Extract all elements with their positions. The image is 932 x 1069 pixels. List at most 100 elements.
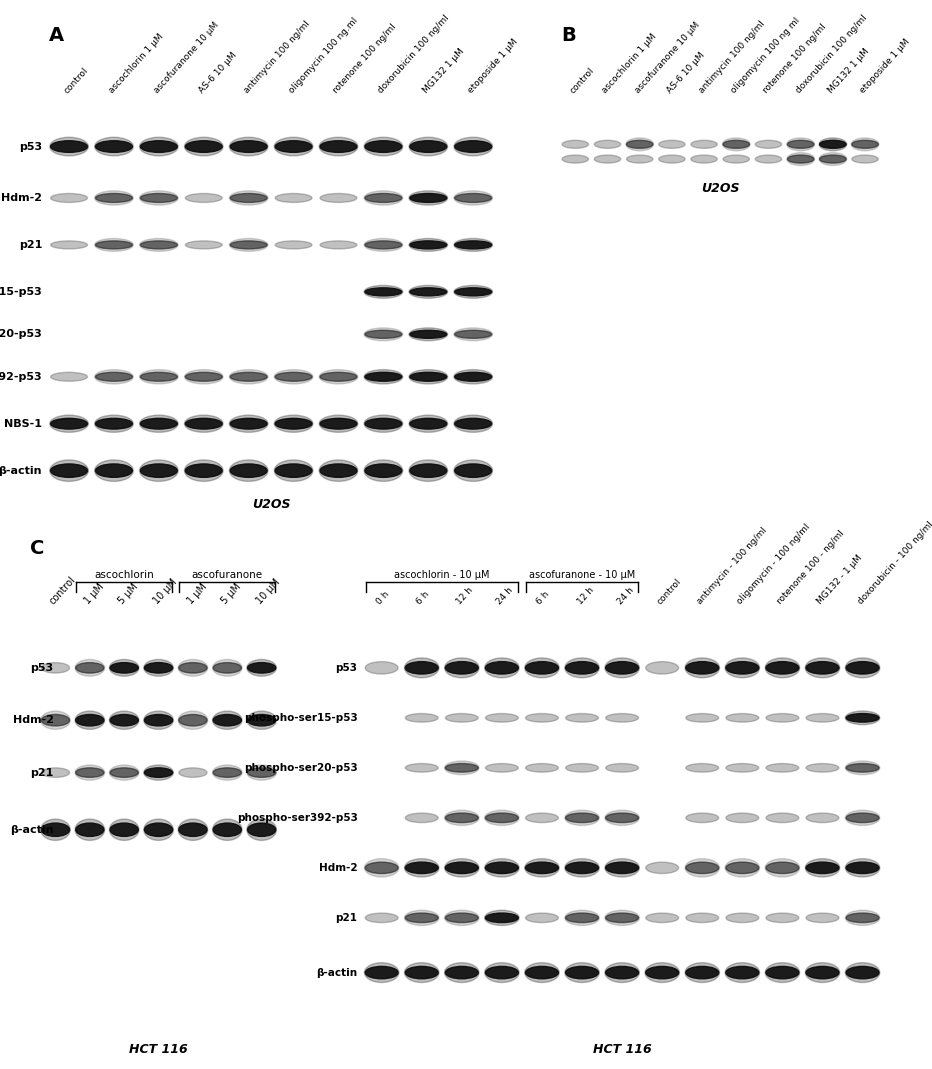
Ellipse shape [562,140,588,149]
Ellipse shape [845,810,880,825]
Ellipse shape [213,714,241,726]
Ellipse shape [755,155,782,164]
Ellipse shape [409,190,447,205]
Ellipse shape [445,713,478,723]
Ellipse shape [96,464,132,478]
Ellipse shape [185,460,223,481]
Ellipse shape [50,141,88,153]
Ellipse shape [365,966,398,979]
Text: etoposide 1 μM: etoposide 1 μM [467,37,520,95]
Ellipse shape [75,819,104,840]
Ellipse shape [605,858,639,877]
Ellipse shape [178,711,208,729]
Text: oligomycin - 100 ng/ml: oligomycin - 100 ng/ml [735,523,813,606]
Ellipse shape [659,155,685,164]
Text: ascochlorin - 10 μM: ascochlorin - 10 μM [394,570,489,579]
Text: 24 h: 24 h [615,585,636,606]
Ellipse shape [806,713,839,723]
Ellipse shape [110,663,138,673]
Ellipse shape [723,140,749,149]
Ellipse shape [185,241,222,249]
Ellipse shape [319,460,358,481]
Ellipse shape [365,193,402,202]
Ellipse shape [845,711,880,725]
Text: 24 h: 24 h [495,585,515,606]
Ellipse shape [805,963,840,982]
Ellipse shape [319,415,358,432]
Ellipse shape [846,814,879,823]
Ellipse shape [566,913,598,923]
Ellipse shape [41,714,70,726]
Ellipse shape [454,137,492,156]
Text: phospho-ser392-p53: phospho-ser392-p53 [237,812,358,823]
Ellipse shape [41,663,70,673]
Ellipse shape [141,464,177,478]
Text: Hdm-2: Hdm-2 [319,863,358,872]
Ellipse shape [248,823,276,836]
Ellipse shape [525,657,559,678]
Ellipse shape [248,768,276,777]
Ellipse shape [525,858,559,877]
Ellipse shape [605,657,639,678]
Ellipse shape [95,460,133,481]
Ellipse shape [526,662,558,675]
Ellipse shape [179,768,207,777]
Text: antimycin - 100 ng/ml: antimycin - 100 ng/ml [695,526,769,606]
Ellipse shape [365,141,402,153]
Ellipse shape [845,858,880,877]
Ellipse shape [626,155,653,164]
Ellipse shape [819,153,847,166]
Text: HCT 116: HCT 116 [130,1043,188,1056]
Ellipse shape [75,714,103,726]
Ellipse shape [605,810,639,825]
Ellipse shape [320,241,357,249]
Ellipse shape [144,711,173,729]
Ellipse shape [485,963,519,982]
Ellipse shape [185,372,222,382]
Ellipse shape [686,966,719,979]
Ellipse shape [686,814,719,823]
Ellipse shape [726,662,759,675]
Ellipse shape [454,415,492,432]
Ellipse shape [454,460,492,481]
Ellipse shape [185,418,222,429]
Ellipse shape [95,190,133,205]
Ellipse shape [566,763,598,772]
Ellipse shape [50,418,88,429]
Ellipse shape [526,966,558,979]
Ellipse shape [445,966,478,979]
Text: U2OS: U2OS [252,498,291,511]
Ellipse shape [565,810,599,825]
Ellipse shape [365,330,402,338]
Ellipse shape [606,862,638,873]
Ellipse shape [410,241,446,249]
Ellipse shape [50,193,88,202]
Ellipse shape [96,241,132,249]
Ellipse shape [405,966,438,979]
Ellipse shape [595,140,621,149]
Ellipse shape [845,761,880,775]
Ellipse shape [320,141,357,153]
Ellipse shape [230,141,267,153]
Ellipse shape [140,137,178,156]
Ellipse shape [274,137,313,156]
Ellipse shape [365,418,402,429]
Ellipse shape [50,464,88,478]
Text: 6 h: 6 h [535,589,552,606]
Ellipse shape [141,418,177,429]
Ellipse shape [212,819,242,840]
Ellipse shape [410,141,446,153]
Ellipse shape [445,810,479,825]
Ellipse shape [606,966,638,979]
Text: doxorubicin - 100 ng/ml: doxorubicin - 100 ng/ml [856,520,932,606]
Ellipse shape [605,910,639,926]
Ellipse shape [787,153,815,166]
Ellipse shape [405,913,438,923]
Ellipse shape [364,285,403,298]
Text: 5 μM: 5 μM [220,582,243,606]
Ellipse shape [141,193,177,202]
Ellipse shape [766,814,799,823]
Ellipse shape [526,713,558,723]
Ellipse shape [852,155,878,164]
Ellipse shape [140,460,178,481]
